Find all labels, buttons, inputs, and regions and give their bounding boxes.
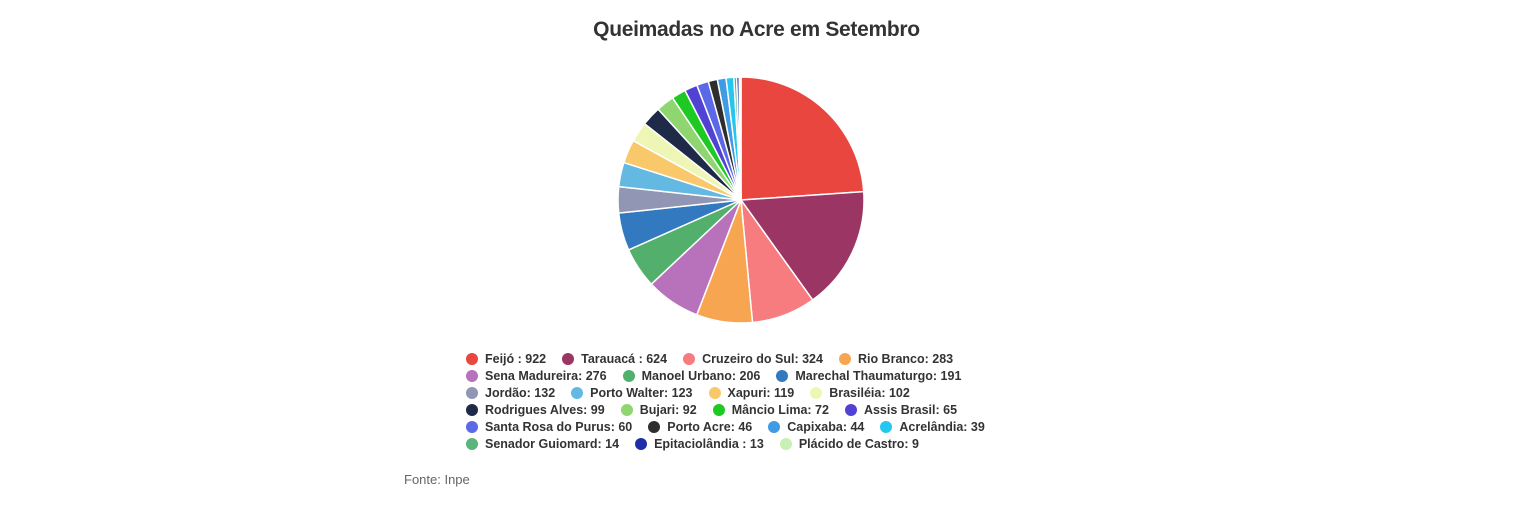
legend-label: Capixaba: 44 [787, 420, 865, 434]
pie-slice[interactable] [740, 190, 865, 301]
legend-label: Bujari: 92 [639, 403, 697, 417]
legend-item[interactable]: Senador Guiomard: 14 [466, 437, 619, 451]
legend-item[interactable]: Tarauacá : 624 [562, 352, 667, 366]
legend-swatch [648, 421, 661, 433]
legend-swatch [466, 404, 478, 416]
legend-row: Senador Guiomard: 14 Epitaciolândia : 13 P… [466, 437, 935, 454]
legend-label: Tarauacá : 624 [581, 352, 668, 366]
legend-swatch [712, 404, 725, 416]
pie-slice[interactable] [738, 76, 742, 201]
legend-swatch [776, 370, 789, 382]
legend-item[interactable]: Feijó : 922 [466, 352, 546, 366]
legend-label: Rio Branco: 283 [857, 352, 954, 366]
legend-item[interactable]: Rio Branco: 283 [838, 352, 954, 366]
source-note: Fonte: Inpe [404, 472, 470, 487]
pie-slice[interactable] [740, 76, 865, 201]
legend-item[interactable]: Santa Rosa do Purus: 60 [466, 420, 632, 434]
legend-swatch [844, 404, 857, 416]
legend-item[interactable]: Xapuri: 119 [708, 386, 795, 400]
legend-swatch [838, 353, 851, 365]
legend-item[interactable]: Sena Madureira: 276 [466, 369, 607, 383]
legend-item[interactable]: Assis Brasil: 65 [844, 403, 958, 417]
legend-label: Cruzeiro do Sul: 324 [702, 352, 823, 366]
legend-label: Porto Acre: 46 [667, 420, 753, 434]
chart-title: Queimadas no Acre em Setembro [593, 18, 920, 41]
legend-label: Assis Brasil: 65 [863, 403, 958, 417]
legend-label: Rodrigues Alves: 99 [485, 403, 605, 417]
legend-swatch [810, 387, 823, 399]
legend-swatch [683, 353, 696, 365]
legend-label: Jordão: 132 [485, 386, 556, 400]
legend-swatch [466, 421, 478, 433]
legend-swatch [571, 387, 584, 399]
legend-row: Jordão: 132 Porto Walter: 123 Xapuri: 119 B… [466, 386, 926, 403]
legend-swatch [779, 438, 792, 450]
legend-label: Manoel Urbano: 206 [641, 369, 761, 383]
legend-row: Santa Rosa do Purus: 60 Porto Acre: 46 Cap… [466, 420, 1001, 437]
legend-swatch [620, 404, 633, 416]
legend-swatch [622, 370, 635, 382]
legend-item[interactable]: Capixaba: 44 [768, 420, 864, 434]
legend-item[interactable]: Mâncio Lima: 72 [712, 403, 829, 417]
legend-label: Xapuri: 119 [727, 386, 795, 400]
legend-swatch [708, 387, 721, 399]
legend-item[interactable]: Cruzeiro do Sul: 324 [683, 352, 823, 366]
legend-label: Feijó : 922 [485, 352, 547, 366]
legend-swatch [466, 370, 478, 382]
legend-swatch [562, 353, 575, 365]
legend-item[interactable]: Epitaciolândia : 13 [635, 437, 764, 451]
legend-item[interactable]: Marechal Thaumaturgo: 191 [776, 369, 961, 383]
legend-label: Brasiléia: 102 [829, 386, 910, 400]
legend-label: Sena Madureira: 276 [485, 369, 607, 383]
legend-label: Santa Rosa do Purus: 60 [485, 420, 633, 434]
legend-label: Acrelândia: 39 [899, 420, 985, 434]
legend-item[interactable]: Jordão: 132 [466, 386, 555, 400]
legend-swatch [635, 438, 648, 450]
legend-swatch [466, 438, 478, 450]
legend-label: Mâncio Lima: 72 [731, 403, 829, 417]
legend-label: Senador Guiomard: 14 [485, 437, 620, 451]
legend-item[interactable]: Porto Acre: 46 [648, 420, 752, 434]
legend-swatch [880, 421, 893, 433]
legend-row: Rodrigues Alves: 99 Bujari: 92 Mâncio Lima… [466, 403, 973, 420]
legend-item[interactable]: Acrelândia: 39 [880, 420, 985, 434]
legend-label: Marechal Thaumaturgo: 191 [795, 369, 962, 383]
legend-label: Epitaciolândia : 13 [654, 437, 764, 451]
legend-swatch [466, 353, 478, 365]
legend-row: Sena Madureira: 276 Manoel Urbano: 206 Mar… [466, 369, 977, 386]
legend-row: Feijó : 922 Tarauacá : 624 Cruzeiro do Sul… [466, 352, 969, 369]
legend-label: Plácido de Castro: 9 [798, 437, 920, 451]
legend-label: Porto Walter: 123 [590, 386, 693, 400]
legend-item[interactable]: Rodrigues Alves: 99 [466, 403, 605, 417]
legend-swatch [768, 421, 781, 433]
legend-swatch [466, 387, 478, 399]
legend-item[interactable]: Brasiléia: 102 [810, 386, 910, 400]
legend-item[interactable]: Bujari: 92 [620, 403, 697, 417]
legend-item[interactable]: Plácido de Castro: 9 [779, 437, 920, 451]
legend-item[interactable]: Porto Walter: 123 [571, 386, 693, 400]
legend-item[interactable]: Manoel Urbano: 206 [622, 369, 761, 383]
